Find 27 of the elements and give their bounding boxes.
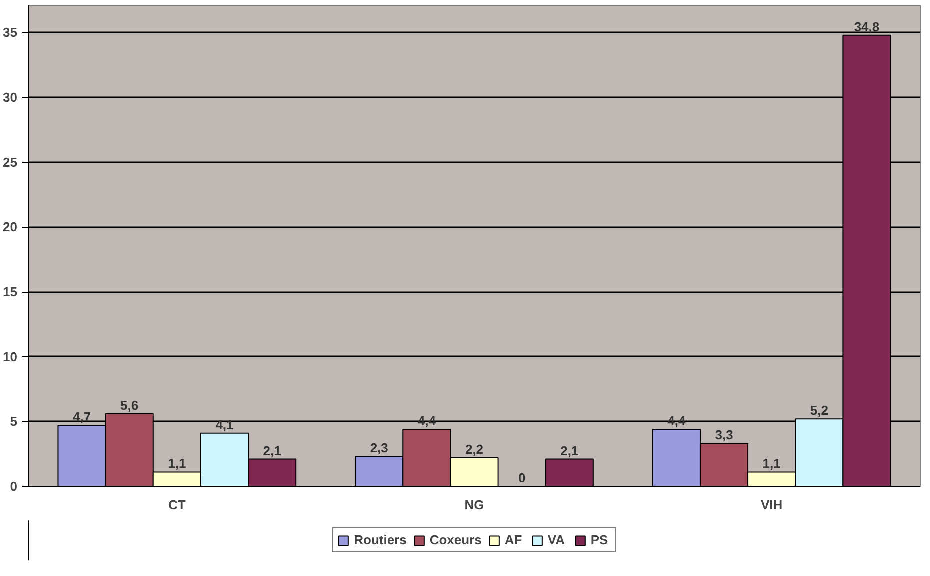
x-tick-label: VIH bbox=[761, 498, 783, 512]
y-tick-label: 0 bbox=[10, 479, 18, 494]
y-tick-label: 15 bbox=[3, 284, 18, 300]
data-label: 3,3 bbox=[715, 428, 734, 443]
data-label: 5,2 bbox=[810, 403, 828, 418]
data-label: 2,3 bbox=[370, 440, 388, 456]
y-tick-label: 25 bbox=[3, 154, 18, 170]
y-tick-label: 10 bbox=[3, 349, 18, 364]
data-label: 2,1 bbox=[263, 443, 282, 458]
y-tick-label: 5 bbox=[10, 414, 18, 430]
x-tick-label: CT bbox=[168, 498, 186, 512]
x-tick-label: NG bbox=[464, 498, 484, 512]
data-label: 34,8 bbox=[854, 19, 880, 34]
y-tick-label: 30 bbox=[3, 90, 18, 106]
data-label: 2,1 bbox=[560, 443, 579, 458]
y-tick-label: 20 bbox=[3, 220, 18, 235]
legend-label: AF bbox=[504, 532, 524, 548]
data-label: 1,1 bbox=[168, 456, 186, 472]
data-label: 5,6 bbox=[120, 398, 139, 413]
data-label: 1,1 bbox=[762, 456, 781, 472]
data-label: 2,2 bbox=[465, 442, 484, 457]
legend-label: Routiers bbox=[354, 532, 407, 548]
legend-label: VA bbox=[548, 532, 566, 548]
y-tick-label: 35 bbox=[3, 25, 18, 40]
data-label: 0 bbox=[518, 470, 526, 486]
legend-label: Coxeurs bbox=[430, 532, 482, 548]
legend-label: PS bbox=[590, 532, 610, 548]
